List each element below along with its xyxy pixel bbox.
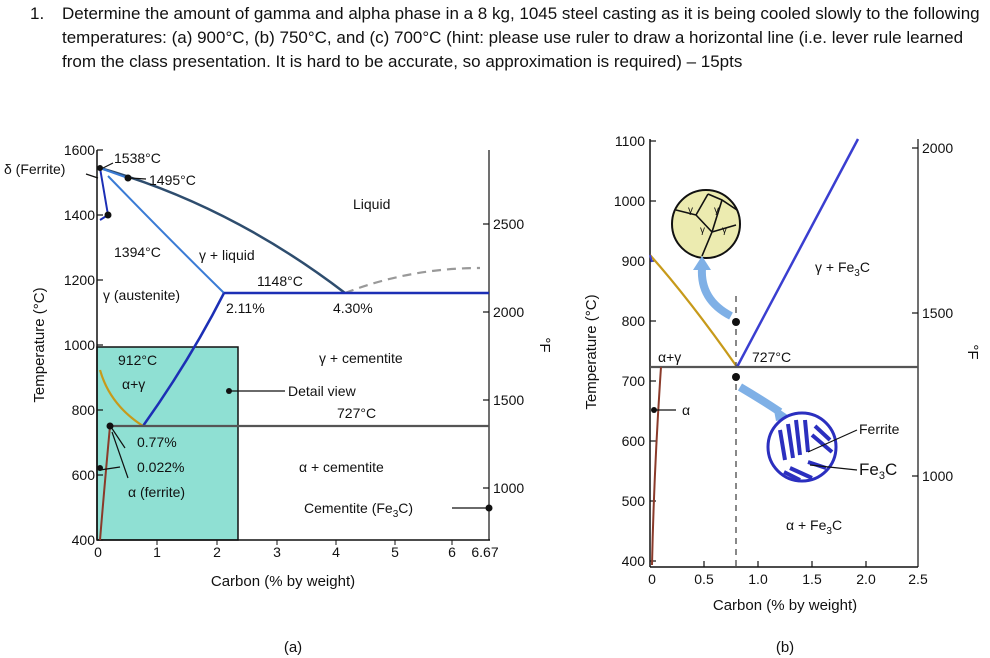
b-ytick-700: 700 (622, 373, 646, 389)
cementite-liquidus-dashed (344, 266, 481, 295)
b-ytick-500: 500 (622, 493, 646, 509)
label-912: 912°C (118, 352, 157, 368)
label-liquid: Liquid (353, 196, 390, 212)
b-caption: (b) (776, 639, 794, 656)
grain-gamma-3: γ (700, 225, 705, 236)
b-ftick-1000: 1000 (922, 468, 953, 484)
b-ytick-400: 400 (622, 553, 646, 569)
label-0-77: 0.77% (137, 434, 177, 450)
detail-view-box (96, 346, 239, 541)
label-alpha-cementite: α + cementite (299, 459, 384, 475)
label-gamma-fe3c: γ + Fe3C (815, 259, 870, 279)
liquidus-line (99, 166, 346, 294)
grain-gamma-2: γ (714, 205, 719, 216)
a-xtick-0: 0 (94, 544, 102, 560)
label-1495: 1495°C (149, 172, 196, 188)
label-b-727: 727°C (752, 349, 791, 365)
grain-gamma-4: γ (722, 225, 727, 236)
gamma-liquid-solidus (107, 175, 225, 294)
grain-gamma-1: γ (688, 205, 693, 216)
label-0-022: 0.022% (137, 459, 184, 475)
label-727: 727°C (337, 405, 376, 421)
label-1148: 1148°C (257, 273, 303, 289)
label-b-alpha-gamma: α+γ (658, 349, 681, 365)
delta-region-line (99, 167, 129, 179)
b-ytick-1100: 1100 (615, 133, 645, 149)
label-2-11: 2.11% (226, 300, 265, 316)
label-1394: 1394°C (114, 244, 161, 260)
b-a3-line (649, 254, 738, 368)
a-xtick-1: 1 (153, 544, 161, 560)
b-xtick-20: 2.0 (856, 571, 876, 587)
label-cementite: Cementite (Fe3C) (304, 500, 413, 520)
a-right-unit: °F (536, 337, 553, 352)
label-alpha-gamma: α+γ (122, 376, 145, 392)
a3-line (98, 369, 144, 427)
label-fe3c: Fe3C (859, 460, 897, 482)
b-xtick-15: 1.5 (802, 571, 822, 587)
label-delta-ferrite: δ (Ferrite) (4, 161, 65, 177)
a-ftick-1500: 1500 (493, 392, 524, 408)
b-ytick-800: 800 (622, 313, 646, 329)
a-xtick-4: 4 (332, 544, 340, 560)
b-xtick-25: 2.5 (908, 571, 928, 587)
label-gamma-liquid: γ + liquid (199, 247, 255, 263)
a-ytick-800: 800 (72, 402, 96, 418)
a-ytick-1600: 1600 (64, 142, 95, 158)
a-xtick-6: 6 (448, 544, 456, 560)
a-ytick-400: 400 (72, 532, 96, 548)
question-text: Determine the amount of gamma and alpha … (62, 4, 980, 71)
b-ytick-900: 900 (622, 253, 646, 269)
b-ytick-1000: 1000 (614, 193, 645, 209)
b-xtick-10: 1.0 (748, 571, 768, 587)
b-xlabel: Carbon (% by weight) (713, 597, 857, 614)
a-xlabel: Carbon (% by weight) (211, 573, 355, 590)
a-xtick-5: 5 (391, 544, 399, 560)
b-ftick-1500: 1500 (922, 305, 953, 321)
a-ftick-1000: 1000 (493, 480, 524, 496)
a-ytick-1400: 1400 (64, 207, 95, 223)
b-solvus-line (651, 366, 662, 566)
a-xtick-2: 2 (213, 544, 221, 560)
label-4-30: 4.30% (333, 300, 373, 316)
gamma-grain-illustration: γ γ γ γ (671, 189, 741, 259)
b-ytick-600: 600 (622, 433, 646, 449)
a-ytick-1200: 1200 (64, 272, 95, 288)
a-xtick-667: 6.67 (471, 544, 498, 560)
question-number: 1. (30, 4, 45, 23)
figure-b: 400 500 600 700 800 900 1000 1100 1000 1… (583, 133, 981, 656)
b-acm-line (735, 138, 860, 368)
solvus-line (99, 425, 111, 541)
label-detail-view: Detail view (288, 383, 357, 399)
b-ylabel: Temperature (°C) (583, 294, 600, 409)
a-ylabel: Temperature (°C) (31, 287, 48, 402)
label-b-alpha: α (682, 402, 690, 418)
acm-line (141, 292, 226, 427)
a-xtick-3: 3 (273, 544, 281, 560)
b-xtick-0: 0 (648, 571, 656, 587)
a-caption: (a) (284, 639, 302, 656)
figure-a: 400 600 800 1000 1200 1400 1600 1000 150… (4, 142, 553, 656)
label-alpha-ferrite: α (ferrite) (128, 484, 185, 500)
a-ytick-600: 600 (72, 467, 96, 483)
label-austenite: γ (austenite) (103, 287, 180, 303)
a-ftick-2500: 2500 (493, 216, 524, 232)
pearlite-illustration (766, 411, 858, 483)
b-xtick-05: 0.5 (694, 571, 714, 587)
label-alpha-fe3c: α + Fe3C (786, 517, 842, 537)
label-gamma-cementite: γ + cementite (319, 350, 403, 366)
a-ytick-1000: 1000 (64, 337, 95, 353)
b-ftick-2000: 2000 (922, 140, 953, 156)
a-ftick-2000: 2000 (493, 304, 524, 320)
label-1538: 1538°C (114, 150, 161, 166)
arrow-up (697, 267, 733, 320)
b-right-unit: °F (964, 344, 981, 359)
label-ferrite: Ferrite (859, 421, 900, 437)
